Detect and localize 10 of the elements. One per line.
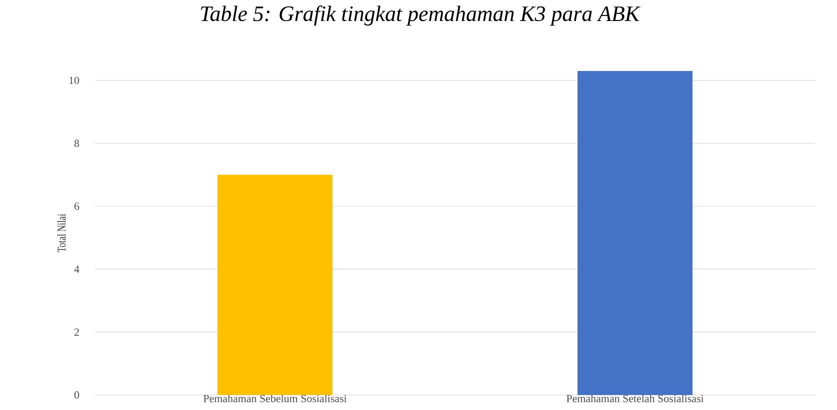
y-tick-label: 2 [74, 328, 79, 336]
y-tick-label: 0 [74, 391, 80, 399]
y-tick-label: 4 [74, 266, 80, 273]
y-axis-title: Total Nilai [57, 214, 66, 252]
y-tick-label: 8 [74, 140, 80, 148]
chart-title: Table 5: Grafik tingkat pemahaman K3 para ABK [200, 6, 640, 26]
x-tick-label: Pemahaman Sebelum Sosialisasi [203, 394, 347, 402]
x-tick-label: Pemahaman Setelah Sosialisasi [566, 394, 704, 402]
y-tick-label: 6 [74, 202, 80, 210]
y-tick-label: 10 [69, 76, 80, 84]
